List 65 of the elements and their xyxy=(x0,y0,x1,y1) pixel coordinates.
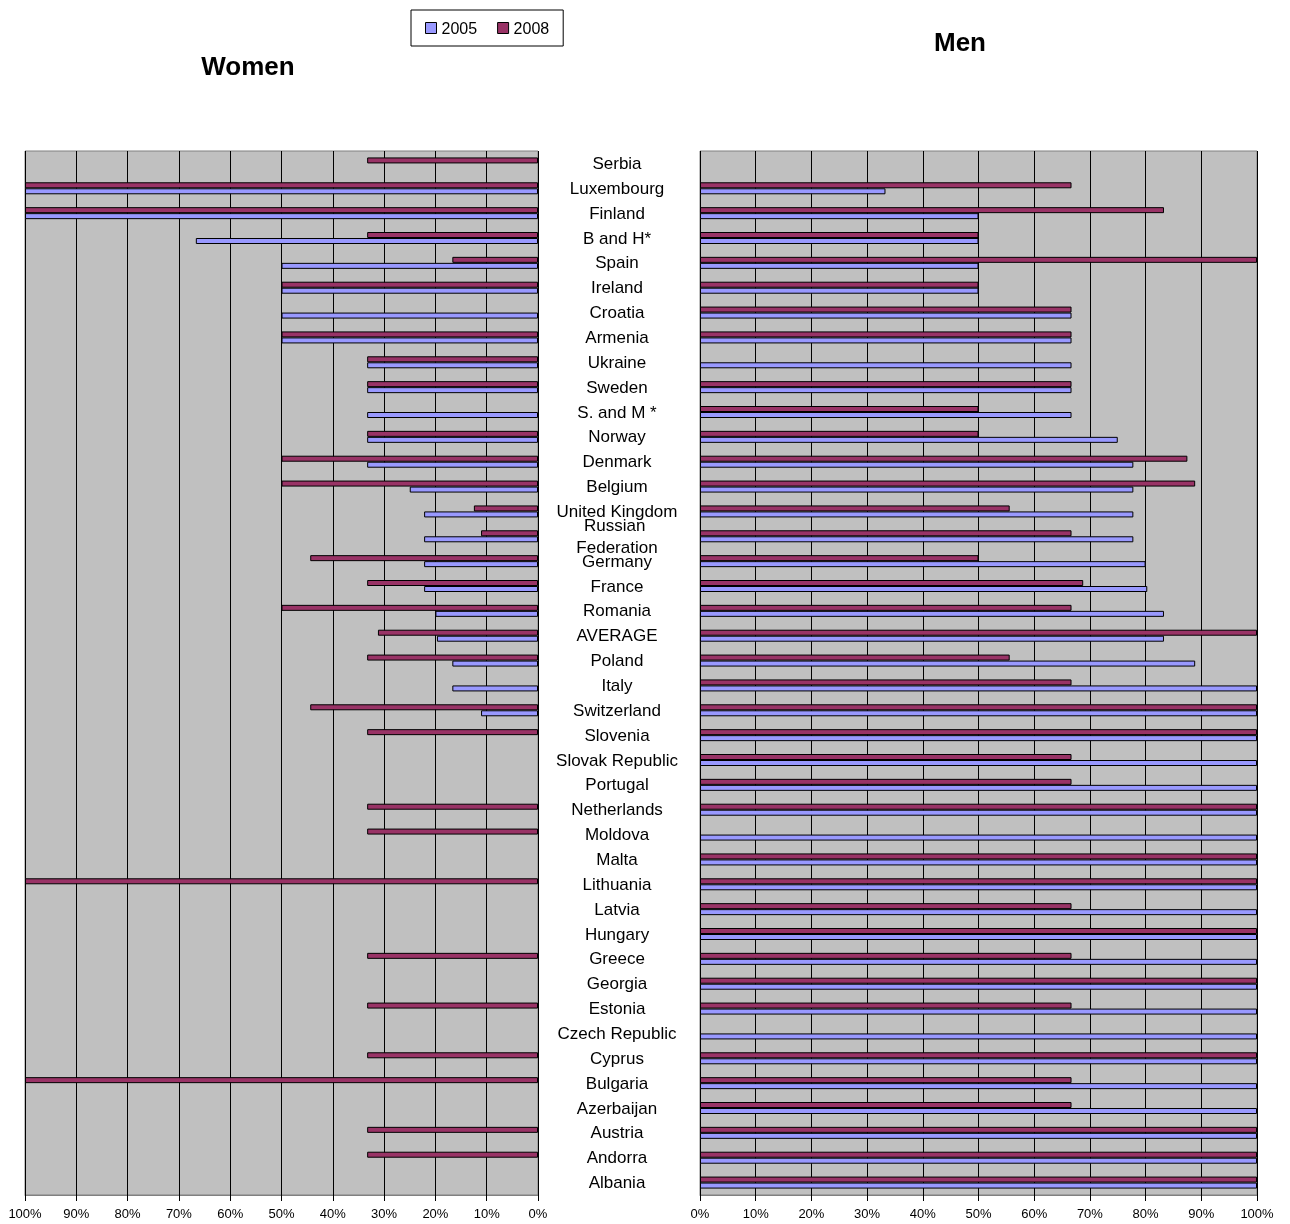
y-tick-label: Georgia xyxy=(586,974,648,994)
y-tick-label: Austria xyxy=(590,1123,644,1143)
y-tick-label: Poland xyxy=(590,651,644,671)
y-tick-label: Cyprus xyxy=(590,1048,644,1068)
y-tick-label: Hungary xyxy=(584,924,650,944)
y-tick-label: Greece xyxy=(589,949,645,969)
x-tick-label: 80% xyxy=(1132,1206,1160,1221)
x-tick-label: 50% xyxy=(965,1206,992,1221)
y-tick-label: Moldova xyxy=(584,825,650,845)
y-tick-label: Slovak Republic xyxy=(556,750,679,770)
x-tick-label: 70% xyxy=(1076,1206,1104,1221)
x-tick-label: 40% xyxy=(909,1206,937,1221)
x-tick-label: 100% xyxy=(1240,1206,1275,1221)
y-tick-label: Armenia xyxy=(585,327,650,347)
y-tick-label: Lithuania xyxy=(582,874,653,894)
y-tick-label: Luxembourg xyxy=(569,178,665,198)
y-tick-label: Malta xyxy=(596,849,639,869)
y-tick-label: Denmark xyxy=(582,452,652,472)
x-tick-label: 30% xyxy=(371,1206,398,1221)
y-tick-label: Belgium xyxy=(586,477,648,497)
y-tick-label: Bulgaria xyxy=(585,1073,649,1093)
x-tick-label: 60% xyxy=(1021,1206,1048,1221)
y-tick-label: Ukraine xyxy=(587,352,647,372)
x-tick-label: 50% xyxy=(268,1206,295,1221)
x-tick-label: 80% xyxy=(114,1206,142,1221)
y-tick-label: S. and M * xyxy=(577,402,658,422)
x-tick-label: 60% xyxy=(217,1206,244,1221)
y-tick-label: Sweden xyxy=(586,377,648,397)
x-tick-label: 0% xyxy=(690,1206,710,1221)
legend-label: 2008 xyxy=(513,19,550,37)
y-tick-label: Italy xyxy=(601,675,634,695)
y-tick-label: AVERAGE xyxy=(576,626,658,646)
y-tick-label: Norway xyxy=(588,427,647,447)
y-tick-label: Latvia xyxy=(594,899,641,919)
x-tick-label: 90% xyxy=(63,1206,90,1221)
x-tick-label: 40% xyxy=(319,1206,347,1221)
x-tick-label: 30% xyxy=(854,1206,881,1221)
x-tick-label: 10% xyxy=(742,1206,770,1221)
x-tick-label: 70% xyxy=(165,1206,193,1221)
y-tick-label: Spain xyxy=(595,253,639,273)
y-tick-label: Slovenia xyxy=(584,725,651,745)
x-tick-label: 90% xyxy=(1188,1206,1215,1221)
x-tick-label: 20% xyxy=(422,1206,449,1221)
y-tick-label: Albania xyxy=(588,1173,646,1193)
y-tick-label: Romania xyxy=(582,601,652,621)
x-tick-label: 20% xyxy=(798,1206,825,1221)
y-tick-label: Ireland xyxy=(591,278,643,298)
chart-title: Women xyxy=(201,51,295,81)
x-tick-label: 0% xyxy=(528,1206,548,1221)
y-tick-label: Netherlands xyxy=(571,800,663,820)
chart-title: Men xyxy=(934,27,986,57)
y-tick-label: Switzerland xyxy=(573,700,661,720)
y-tick-label: Portugal xyxy=(585,775,649,795)
y-tick-label: Croatia xyxy=(589,303,645,323)
y-tick-label: Serbia xyxy=(592,153,643,173)
y-tick-label: Finland xyxy=(589,203,645,223)
y-tick-label: Czech Republic xyxy=(557,1023,678,1043)
y-tick-label: France xyxy=(590,576,644,596)
legend-label: 2005 xyxy=(441,19,478,37)
y-tick-label: Estonia xyxy=(588,999,646,1019)
y-tick-label: Azerbaijan xyxy=(576,1098,658,1118)
x-tick-label: 100% xyxy=(8,1206,43,1221)
y-tick-label: B and H* xyxy=(582,228,652,248)
y-tick-label: Andorra xyxy=(586,1148,648,1168)
x-tick-label: 10% xyxy=(473,1206,501,1221)
